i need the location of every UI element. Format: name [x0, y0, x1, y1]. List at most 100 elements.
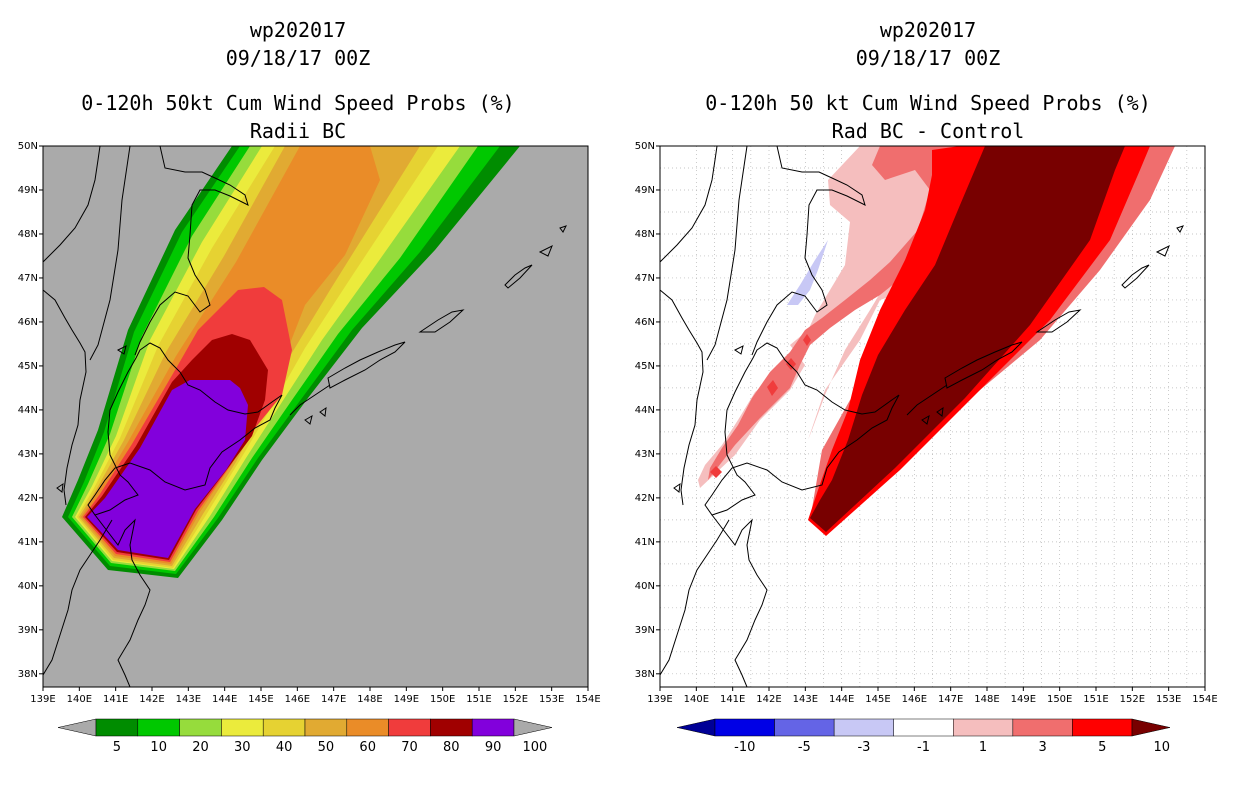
y-tick-label: 40N — [18, 581, 38, 592]
right-diamond-4 — [803, 334, 811, 346]
colorbar-label: -3 — [857, 740, 870, 755]
colorbar-extend-low — [57, 718, 97, 737]
x-tick-label: 153E — [1156, 694, 1181, 705]
x-tick-label: 151E — [466, 694, 491, 705]
x-tick-label: 148E — [974, 694, 999, 705]
colorbar-swatch — [893, 718, 954, 737]
x-tick-label: 150E — [430, 694, 455, 705]
y-tick-label: 46N — [18, 317, 38, 328]
colorbar-swatch — [714, 718, 775, 737]
colorbar-label: 50 — [318, 740, 335, 755]
x-tick-label: 139E — [30, 694, 55, 705]
right-contour-minus1 — [787, 240, 828, 305]
colorbar-extend-high — [513, 718, 553, 737]
colorbar-label: 5 — [113, 740, 121, 755]
colorbar-label: 20 — [192, 740, 209, 755]
y-tick-label: 45N — [635, 361, 655, 372]
y-tick-label: 48N — [635, 229, 655, 240]
right-contour-plus10 — [810, 146, 1125, 532]
y-tick-label: 40N — [635, 581, 655, 592]
colorbar-label: -5 — [798, 740, 811, 755]
right-x-ticks: 139E 140E 141E 142E 143E 144E 145E 146E 147E 148E… — [647, 687, 1218, 705]
x-tick-label: 147E — [938, 694, 963, 705]
x-tick-label: 148E — [357, 694, 382, 705]
x-tick-label: 145E — [248, 694, 273, 705]
colorbar-swatch — [953, 718, 1014, 737]
colorbar-label: 30 — [234, 740, 251, 755]
colorbar-label: 80 — [443, 740, 460, 755]
left-y-ticks: 38N 39N 40N 41N 42N 43N 44N 45N 46N 47N 48N 49N 50N — [18, 141, 43, 680]
colorbar-swatch — [1072, 718, 1133, 737]
colorbar-label: 10 — [150, 740, 167, 755]
colorbar-swatch — [1012, 718, 1073, 737]
y-tick-label: 44N — [18, 405, 38, 416]
right-y-ticks: 38N 39N 40N 41N 42N 43N 44N 45N 46N 47N 48N 49N 50N — [635, 141, 660, 680]
x-tick-label: 146E — [285, 694, 310, 705]
y-tick-label: 38N — [18, 669, 38, 680]
colorbar-swatch — [137, 718, 180, 737]
colorbar-swatch — [179, 718, 222, 737]
colorbar-label: 60 — [359, 740, 376, 755]
colorbar-swatch — [430, 718, 473, 737]
colorbar-swatch — [95, 718, 139, 737]
left-chart-title: 0-120h 50kt Cum Wind Speed Probs (%) — [81, 91, 515, 115]
right-chart-subtitle: Rad BC - Control — [831, 119, 1025, 143]
colorbar-label: 90 — [485, 740, 502, 755]
colorbar-label: 40 — [276, 740, 293, 755]
y-tick-label: 46N — [635, 317, 655, 328]
y-tick-label: 42N — [18, 493, 38, 504]
y-tick-label: 49N — [635, 185, 655, 196]
x-tick-label: 153E — [539, 694, 564, 705]
colorbar-swatch — [471, 718, 515, 737]
colorbar-swatch — [388, 718, 431, 737]
y-tick-label: 49N — [18, 185, 38, 196]
x-tick-label: 152E — [503, 694, 528, 705]
y-tick-label: 47N — [18, 273, 38, 284]
colorbar-swatch — [262, 718, 306, 737]
y-tick-label: 43N — [635, 449, 655, 460]
colorbar-swatch — [304, 718, 348, 737]
x-tick-label: 146E — [902, 694, 927, 705]
y-tick-label: 47N — [635, 273, 655, 284]
x-tick-label: 143E — [793, 694, 818, 705]
x-tick-label: 145E — [865, 694, 890, 705]
y-tick-label: 39N — [18, 625, 38, 636]
x-tick-label: 141E — [103, 694, 128, 705]
y-tick-label: 50N — [635, 141, 655, 152]
colorbar-swatch — [833, 718, 894, 737]
left-colorbar: 5 10 20 30 40 50 60 70 80 90 100 — [57, 718, 553, 755]
x-tick-label: 144E — [212, 694, 237, 705]
x-tick-label: 142E — [139, 694, 164, 705]
y-tick-label: 48N — [18, 229, 38, 240]
y-tick-label: 39N — [635, 625, 655, 636]
right-diamond-3 — [786, 358, 796, 370]
x-tick-label: 154E — [575, 694, 600, 705]
right-datetime: 09/18/17 00Z — [855, 46, 1001, 70]
colorbar-label: 100 — [522, 740, 547, 755]
colorbar-label: 5 — [1098, 740, 1106, 755]
right-map-panel: 139E 140E 141E 142E 143E 144E 145E 146E 147E 148E… — [635, 141, 1218, 705]
colorbar-label: -1 — [917, 740, 930, 755]
x-tick-label: 152E — [1120, 694, 1145, 705]
colorbar-extend-low — [676, 718, 716, 737]
x-tick-label: 149E — [1011, 694, 1036, 705]
x-tick-label: 140E — [67, 694, 92, 705]
colorbar-label: 1 — [979, 740, 987, 755]
left-contour-90 — [87, 380, 248, 558]
x-tick-label: 143E — [176, 694, 201, 705]
x-tick-label: 144E — [829, 694, 854, 705]
x-tick-label: 139E — [647, 694, 672, 705]
x-tick-label: 142E — [756, 694, 781, 705]
x-tick-label: 150E — [1047, 694, 1072, 705]
colorbar-label: 10 — [1154, 740, 1171, 755]
x-tick-label: 140E — [684, 694, 709, 705]
right-storm-id: wp202017 — [879, 18, 977, 42]
colorbar-label: 70 — [401, 740, 418, 755]
left-storm-id: wp202017 — [249, 18, 347, 42]
colorbar-extend-high — [1131, 718, 1171, 737]
colorbar-label: 3 — [1039, 740, 1047, 755]
colorbar-swatch — [346, 718, 389, 737]
y-tick-label: 50N — [18, 141, 38, 152]
colorbar-label: -10 — [734, 740, 755, 755]
y-tick-label: 41N — [18, 537, 38, 548]
